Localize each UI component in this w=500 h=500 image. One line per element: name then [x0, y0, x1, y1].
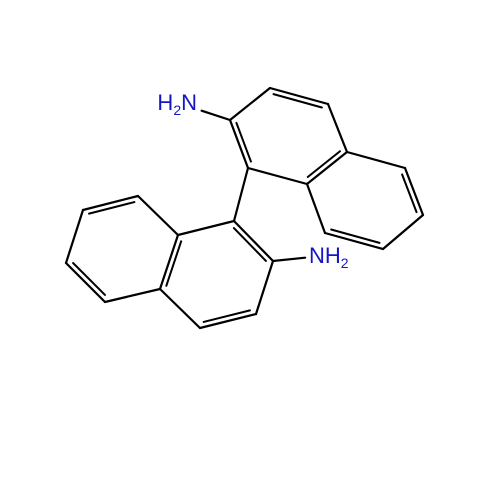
bond — [328, 104, 347, 152]
bonds — [66, 88, 423, 328]
bond — [234, 221, 273, 261]
bond — [256, 261, 273, 314]
bond — [273, 258, 305, 261]
bond — [307, 152, 347, 184]
atom-label: H2N — [157, 90, 197, 118]
bond — [307, 184, 325, 233]
bond — [66, 210, 83, 263]
bond — [138, 196, 178, 235]
bond — [230, 88, 270, 120]
bond — [347, 152, 405, 168]
bond — [160, 289, 200, 328]
bond — [234, 168, 248, 221]
bond — [383, 215, 423, 249]
chemical-structure: H2N NH2 — [0, 0, 500, 500]
atom-labels: H2N NH2 — [157, 90, 348, 271]
bond-inner — [234, 228, 266, 261]
bond — [202, 111, 230, 120]
bond-inner — [73, 263, 105, 295]
atom-label: NH2 — [309, 243, 349, 271]
bond — [66, 263, 105, 302]
bond — [248, 168, 307, 184]
bond-inner — [308, 151, 340, 177]
bond — [178, 221, 234, 235]
bond — [105, 289, 160, 302]
